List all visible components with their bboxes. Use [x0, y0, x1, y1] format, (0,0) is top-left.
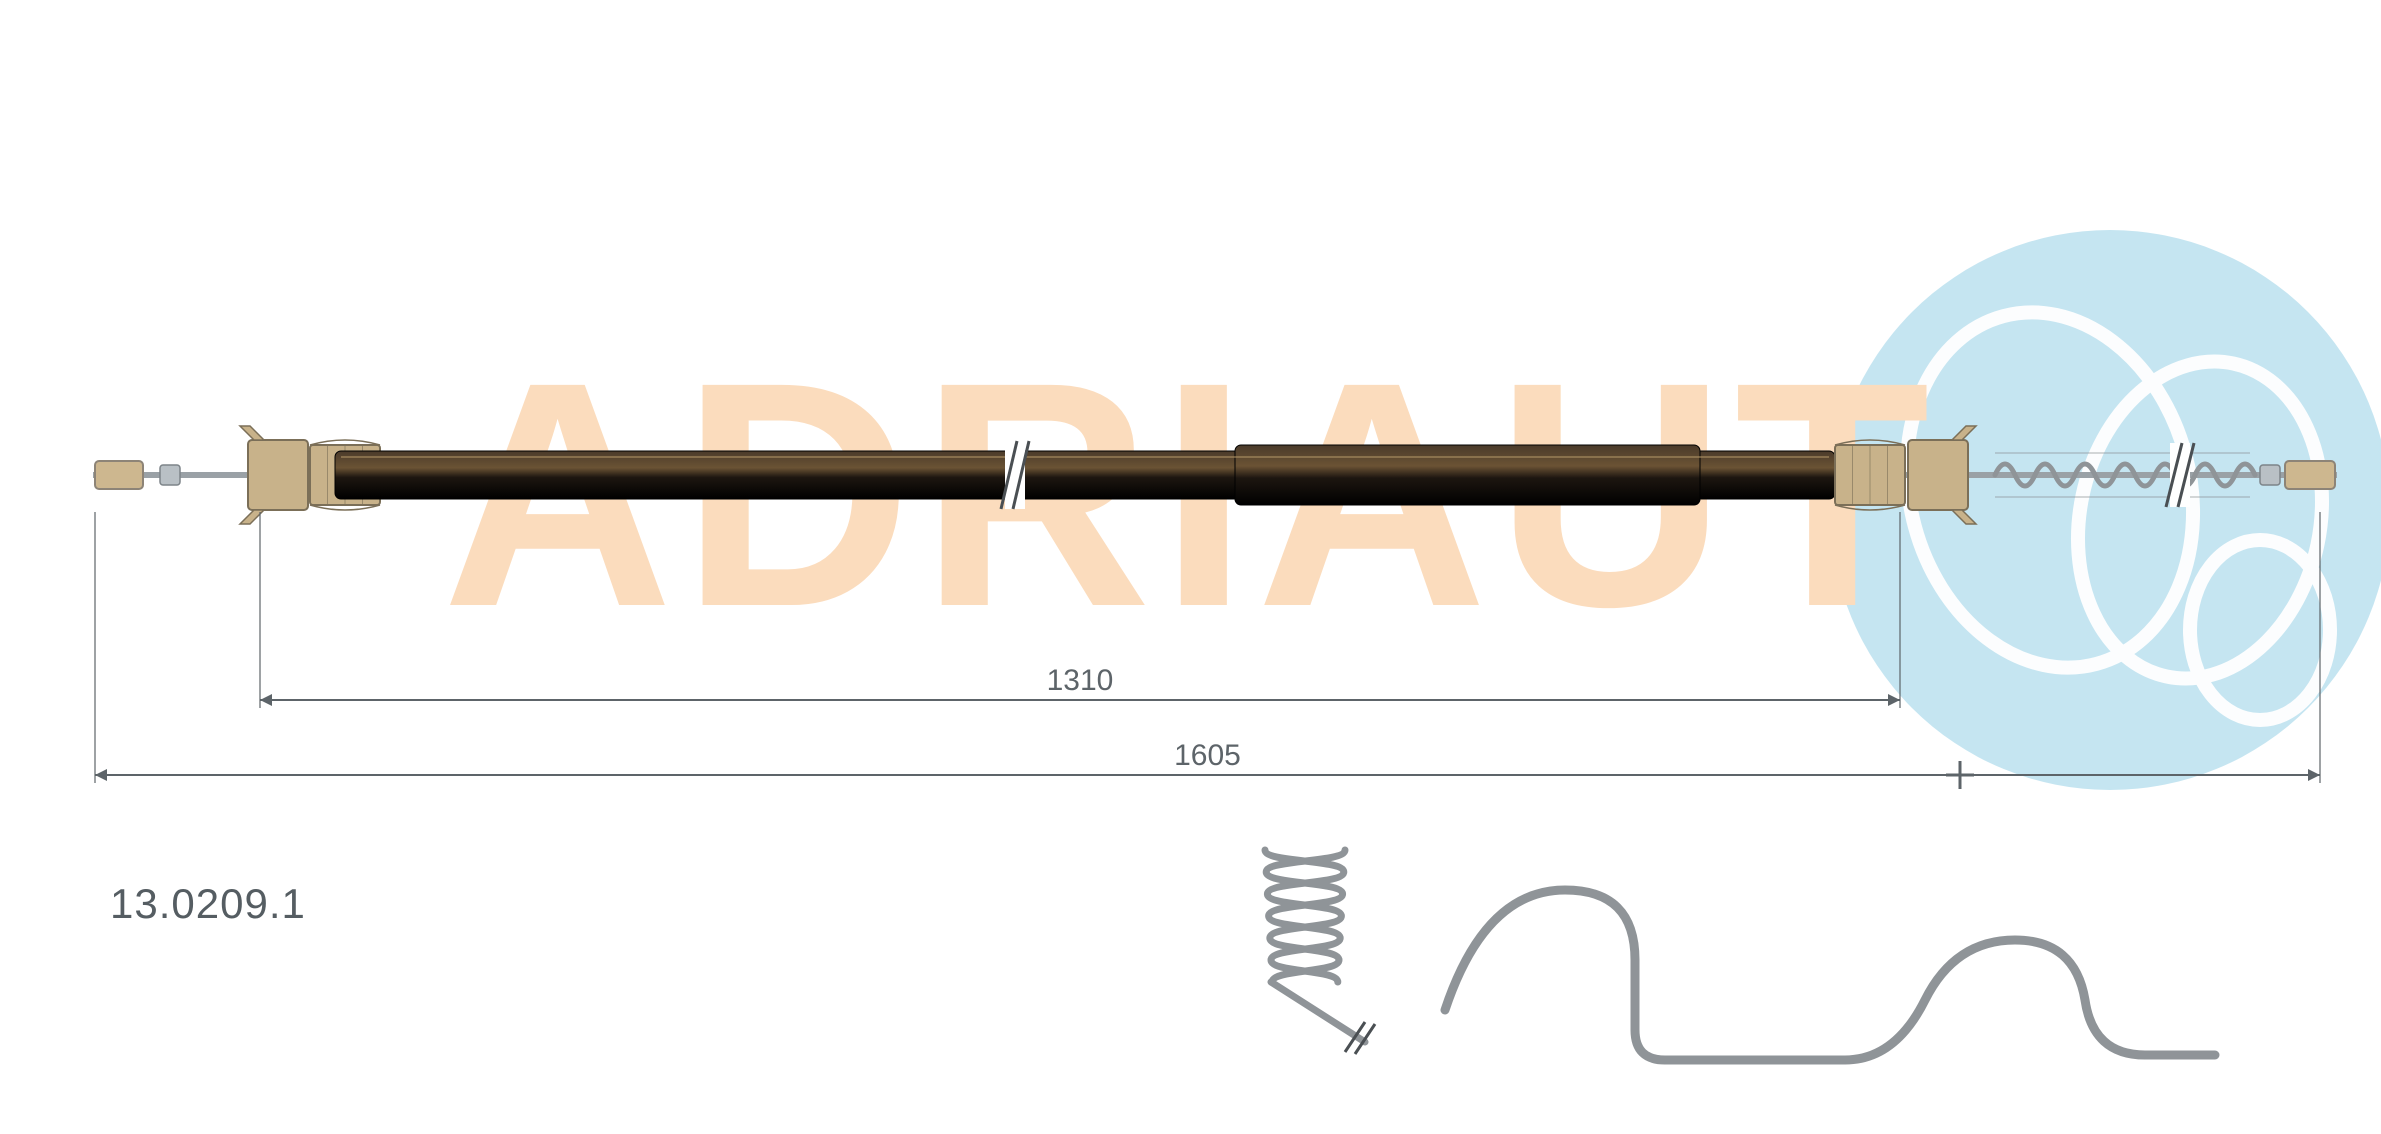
diagram-stage: ADRIAUT13101605 — [0, 0, 2381, 1134]
svg-text:1605: 1605 — [1174, 739, 1241, 772]
svg-text:1310: 1310 — [1047, 664, 1114, 697]
part-number-label: 13.0209.1 — [110, 880, 306, 928]
diagram-svg: ADRIAUT13101605 — [0, 0, 2381, 1134]
